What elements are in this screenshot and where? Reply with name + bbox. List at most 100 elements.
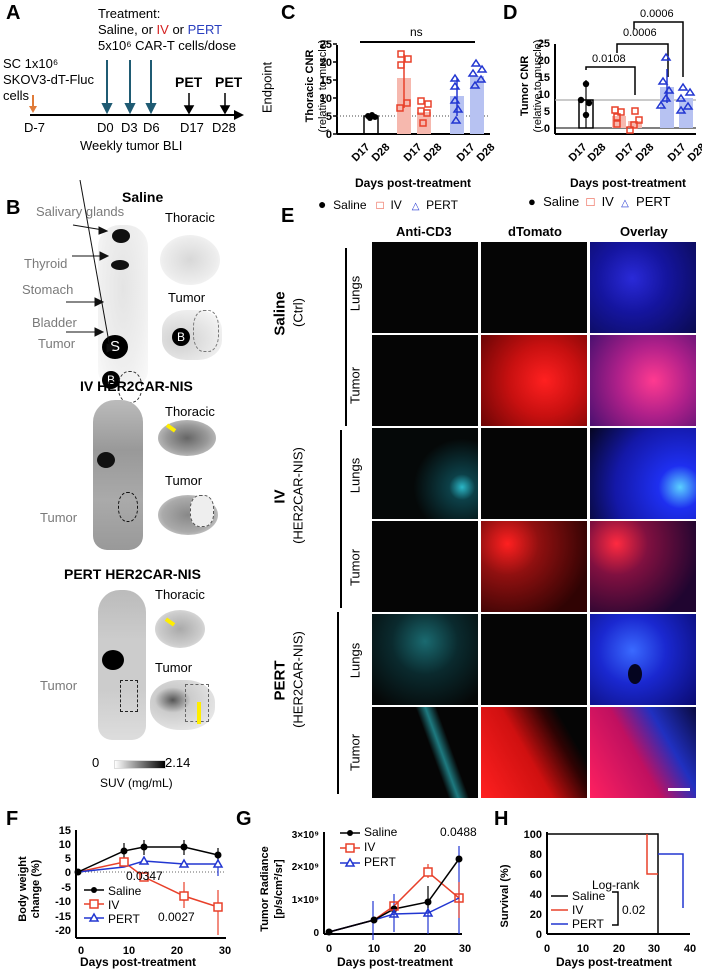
svg-text:20: 20 (414, 943, 426, 955)
suv-colorbar (114, 760, 166, 769)
d-xlabel: Days post-treatment (570, 176, 687, 190)
svg-text:D28: D28 (686, 141, 702, 164)
annot-thyroid: Thyroid (24, 256, 68, 271)
f-legend-pert: PERT (108, 912, 140, 926)
svg-text:20: 20 (171, 945, 183, 957)
svg-text:20: 20 (613, 943, 625, 955)
svg-text:-20: -20 (55, 925, 71, 937)
svg-text:-15: -15 (55, 911, 71, 923)
e-group-iv-sub: (HER2CAR-NIS) (290, 447, 306, 544)
e-row-saline-tumor: Tumor (347, 366, 363, 405)
e-tile-iv-tumor-overlay (590, 521, 696, 612)
svg-text:2×10⁹: 2×10⁹ (292, 862, 320, 873)
e-tile-iv-tumor-cd3 (372, 521, 478, 612)
chart-d: 0 5 10 15 20 25 D17 D28 D17 D28 (538, 21, 702, 164)
yellow-arrow-icon (164, 617, 176, 627)
chart-f: 15 10 5 0 -5 -10 -15 -20 0 10 20 30 (55, 825, 231, 957)
svg-text:0: 0 (544, 943, 550, 955)
treatment-dose: 5x10⁶ CAR-T cells/dose (98, 38, 237, 53)
f-legend-saline: Saline (108, 884, 142, 898)
treatment-pert-text: PERT (187, 22, 223, 37)
svg-text:10: 10 (123, 945, 135, 957)
pet-label-2: PET (215, 74, 243, 90)
legend-pert-marker-icon: △ (621, 198, 629, 209)
svg-text:0: 0 (326, 943, 332, 955)
f-pvalue-2: 0.0027 (158, 910, 195, 924)
svg-text:20: 20 (530, 909, 542, 921)
legend-saline-label: Saline (333, 198, 367, 212)
svg-text:5: 5 (65, 853, 71, 865)
tumor-roi-axial (193, 310, 219, 352)
yellow-arrow-icon (197, 702, 201, 724)
e-tile-pert-lungs-overlay (590, 614, 696, 705)
e-row-pert-tumor: Tumor (347, 733, 363, 772)
e-col-anti-cd3: Anti-CD3 (396, 224, 452, 239)
g-pvalue: 0.0488 (440, 825, 477, 839)
endpoint-label: Endpoint (259, 61, 275, 114)
legend-pert-marker-icon: △ (411, 201, 420, 212)
svg-text:30: 30 (219, 945, 231, 957)
panel-label-d: D (503, 2, 518, 24)
c-xlabel: Days post-treatment (355, 176, 472, 190)
colorbar-label: SUV (mg/mL) (100, 776, 173, 790)
annot-tumor: Tumor (38, 336, 76, 351)
svg-text:40: 40 (684, 943, 696, 955)
colorbar-max: 2.14 (165, 755, 191, 770)
treatment-title: Treatment: (98, 6, 161, 21)
sc-line-2: SKOV3-dT-Fluc (3, 72, 95, 87)
legend-saline-marker-icon: ● (528, 194, 536, 209)
legend-pert-label: PERT (426, 198, 458, 212)
legend-saline-marker-icon: ● (318, 196, 327, 212)
h-logrank: Log-rank (592, 878, 640, 892)
svg-text:25: 25 (320, 39, 332, 51)
e-tile-iv-lungs-dtomato (481, 428, 587, 519)
e-col-dtomato: dTomato (508, 224, 562, 239)
panel-label-e: E (281, 205, 295, 227)
legend-c: ● Saline □ IV △ PERT (318, 196, 458, 212)
svg-text:D28: D28 (370, 141, 393, 164)
svg-text:D28: D28 (586, 141, 609, 164)
b-saline-arrows (66, 180, 117, 353)
iv-tumor-roi (118, 492, 138, 522)
b-iv-mouse-image (93, 400, 143, 550)
e-tile-saline-lungs-dtomato (481, 242, 587, 333)
svg-text:-5: -5 (61, 882, 71, 894)
e-tile-pert-tumor-dtomato (481, 707, 587, 798)
svg-text:D17: D17 (614, 141, 637, 164)
e-saline-bracket (345, 248, 347, 426)
e-row-saline-lungs: Lungs (347, 275, 363, 312)
svg-text:0: 0 (544, 123, 550, 135)
svg-text:15: 15 (320, 75, 332, 87)
e-tile-pert-lungs-cd3 (372, 614, 478, 705)
svg-text:D28: D28 (422, 141, 445, 164)
b-saline-mouse-image: S B (98, 225, 148, 403)
svg-text:0: 0 (65, 867, 71, 879)
svg-text:80: 80 (530, 849, 542, 861)
svg-text:5: 5 (544, 106, 550, 118)
svg-text:D17: D17 (666, 141, 689, 164)
b-iv-title: IV HER2CAR-NIS (80, 378, 193, 394)
bli-label: Weekly tumor BLI (80, 138, 183, 153)
d-pvalue-1: 0.0108 (592, 53, 626, 65)
sc-line-1: SC 1x10⁶ (3, 56, 59, 71)
treatment-groups: Saline, or IV or PERT (98, 22, 222, 37)
svg-text:10: 10 (368, 943, 380, 955)
e-group-pert: PERT (271, 660, 289, 701)
chart-h: 100 80 60 40 20 0 0 10 20 30 40 (524, 829, 696, 955)
svg-text:0: 0 (326, 129, 332, 141)
svg-text:25: 25 (538, 38, 550, 50)
svg-text:15: 15 (59, 825, 71, 837)
e-tile-saline-lungs-overlay (590, 242, 696, 333)
b-iv-annot-tumor: Tumor (40, 510, 78, 525)
g-legend-pert: PERT (364, 855, 396, 869)
legend-iv-marker-icon: □ (586, 194, 595, 209)
timepoint-d0: D0 (97, 120, 114, 135)
h-legend-iv: IV (572, 903, 584, 917)
g-xlabel: Days post-treatment (337, 955, 454, 969)
panel-label-a: A (6, 2, 21, 24)
svg-text:10: 10 (59, 839, 71, 851)
thyroid-hotspot (111, 260, 129, 270)
e-tile-iv-tumor-dtomato (481, 521, 587, 612)
svg-text:D17: D17 (567, 141, 590, 164)
svg-text:5: 5 (326, 111, 332, 123)
